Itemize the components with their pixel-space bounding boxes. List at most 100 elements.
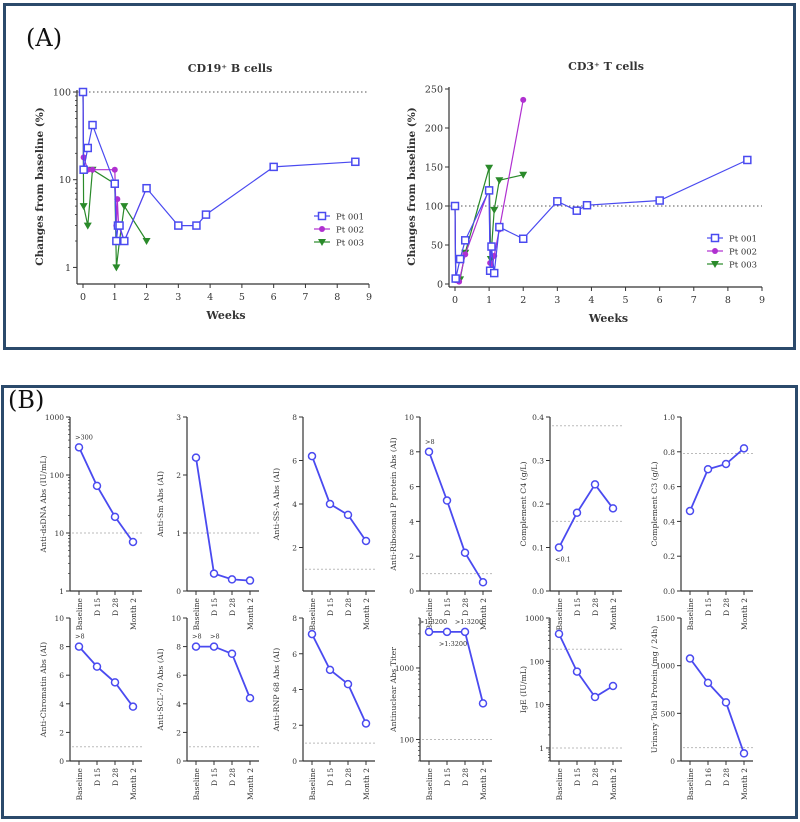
series-line (558, 633, 614, 699)
x-tick-label: Month 2 (740, 768, 749, 800)
data-point (191, 453, 201, 462)
y-tick-label: 8 (292, 614, 297, 623)
data-point (317, 211, 327, 221)
data-point (128, 702, 138, 711)
x-tick-label: Baseline (308, 767, 317, 800)
panel-a-label: (A) (26, 24, 63, 52)
x-tick-label: D 28 (111, 598, 120, 616)
x-tick-label: 4 (207, 292, 213, 303)
x-tick-label: Baseline (192, 767, 201, 800)
data-annotation: >300 (75, 433, 93, 441)
x-tick-label: Baseline (75, 597, 84, 630)
y-tick-label: 0.1 (532, 544, 544, 553)
chart-title: CD3⁺ T cells (568, 60, 644, 73)
y-tick-label: 10 (54, 529, 64, 538)
chart-title: CD19⁺ B cells (188, 62, 273, 75)
x-tick-label: D 15 (210, 598, 219, 616)
y-tick-label: 4 (292, 500, 297, 509)
y-tick-label: 0 (176, 587, 181, 596)
y-axis-label: Anti-Sm Abs (AI) (156, 471, 165, 538)
x-tick-label: D 15 (443, 768, 452, 786)
y-tick-label: 6 (59, 671, 64, 680)
x-tick-label: Month 2 (362, 598, 371, 630)
x-tick-label: Baseline (425, 767, 434, 800)
data-point (554, 629, 564, 639)
y-axis-label: Anti-Chromatin Abs (AI) (39, 642, 48, 738)
legend-label: Pt 003 (336, 239, 364, 249)
data-point (721, 459, 731, 469)
y-tick-label: 0 (292, 757, 297, 766)
data-annotation: >8 (210, 633, 220, 641)
data-point (112, 236, 121, 246)
data-point (424, 447, 434, 457)
data-point (554, 543, 564, 552)
y-tick-label: 0.6 (663, 483, 675, 492)
y-axis-label: Complement C3 (g/L) (650, 461, 659, 546)
data-point (703, 678, 713, 688)
y-tick-label: 0.0 (532, 587, 544, 596)
y-tick-label: 0 (670, 757, 675, 766)
data-point (478, 699, 488, 708)
data-point (142, 183, 151, 193)
legend-label: Pt 001 (336, 213, 364, 223)
data-point (115, 221, 124, 230)
y-tick-label: 100 (530, 657, 545, 666)
x-tick-label: 9 (366, 292, 372, 303)
data-point (710, 233, 720, 243)
y-tick-label: 200 (425, 124, 443, 135)
x-tick-label: D 15 (93, 598, 102, 616)
y-tick-label: 50 (431, 241, 443, 252)
legend-label: Pt 003 (729, 261, 757, 271)
data-point (495, 222, 504, 232)
series-line (689, 447, 745, 512)
x-tick-label: Baseline (686, 597, 695, 630)
y-tick-label: 0.4 (663, 517, 675, 526)
y-tick-label: 6 (176, 671, 181, 680)
x-axis-label: Weeks (205, 309, 245, 322)
x-tick-label: 7 (302, 292, 308, 303)
y-tick-label: 10 (54, 614, 64, 623)
legend: Pt 001 Pt 002 Pt 003 (707, 233, 757, 271)
x-tick-label: D 15 (443, 598, 452, 616)
x-tick-label: D 28 (344, 598, 353, 616)
x-tick-label: 4 (588, 295, 594, 306)
y-tick-label: 0.4 (532, 413, 544, 422)
y-tick-label: 0 (59, 757, 64, 766)
y-tick-label: 100 (400, 735, 415, 744)
data-point (572, 206, 582, 215)
data-point (608, 504, 618, 513)
x-tick-label: D 28 (111, 768, 120, 786)
legend-label: Pt 001 (729, 235, 757, 245)
legend-label: Pt 002 (729, 248, 757, 258)
chart-c4: 0.0 0.1 0.2 0.3 0.4 Baseline D 15 D 28 Month 2 Co… (519, 413, 622, 630)
y-tick-label: 1000 (656, 662, 675, 671)
data-point (92, 662, 102, 671)
x-tick-label: Month 2 (609, 768, 618, 800)
y-tick-label: 6 (292, 650, 297, 659)
data-point (655, 196, 664, 205)
panel-b-label: (B) (8, 386, 45, 414)
y-tick-label: 1500 (656, 614, 675, 623)
y-tick-label: 10 (171, 614, 181, 623)
series-line (78, 645, 134, 708)
data-point (74, 443, 84, 452)
y-tick-label: 0 (409, 587, 414, 596)
data-annotation: >1:3200 (439, 640, 467, 648)
x-tick-label: Month 2 (129, 598, 138, 630)
data-point (343, 510, 353, 520)
data-point (227, 575, 237, 584)
data-point (351, 157, 360, 167)
series-line (82, 91, 148, 243)
data-point (209, 642, 219, 651)
data-point (78, 87, 88, 97)
y-tick-label: 2 (59, 728, 64, 737)
data-point (307, 629, 317, 639)
x-axis-label: Weeks (588, 312, 628, 325)
x-tick-label: D 28 (722, 598, 731, 616)
x-tick-label: Month 2 (479, 598, 488, 630)
data-point (209, 569, 219, 578)
y-axis-label: Anti-dsDNA Abs (IU/mL) (39, 455, 48, 553)
x-tick-label: D 28 (591, 768, 600, 786)
y-axis-label: Anti-Ribosomal P protein Abs (AI) (389, 437, 398, 571)
